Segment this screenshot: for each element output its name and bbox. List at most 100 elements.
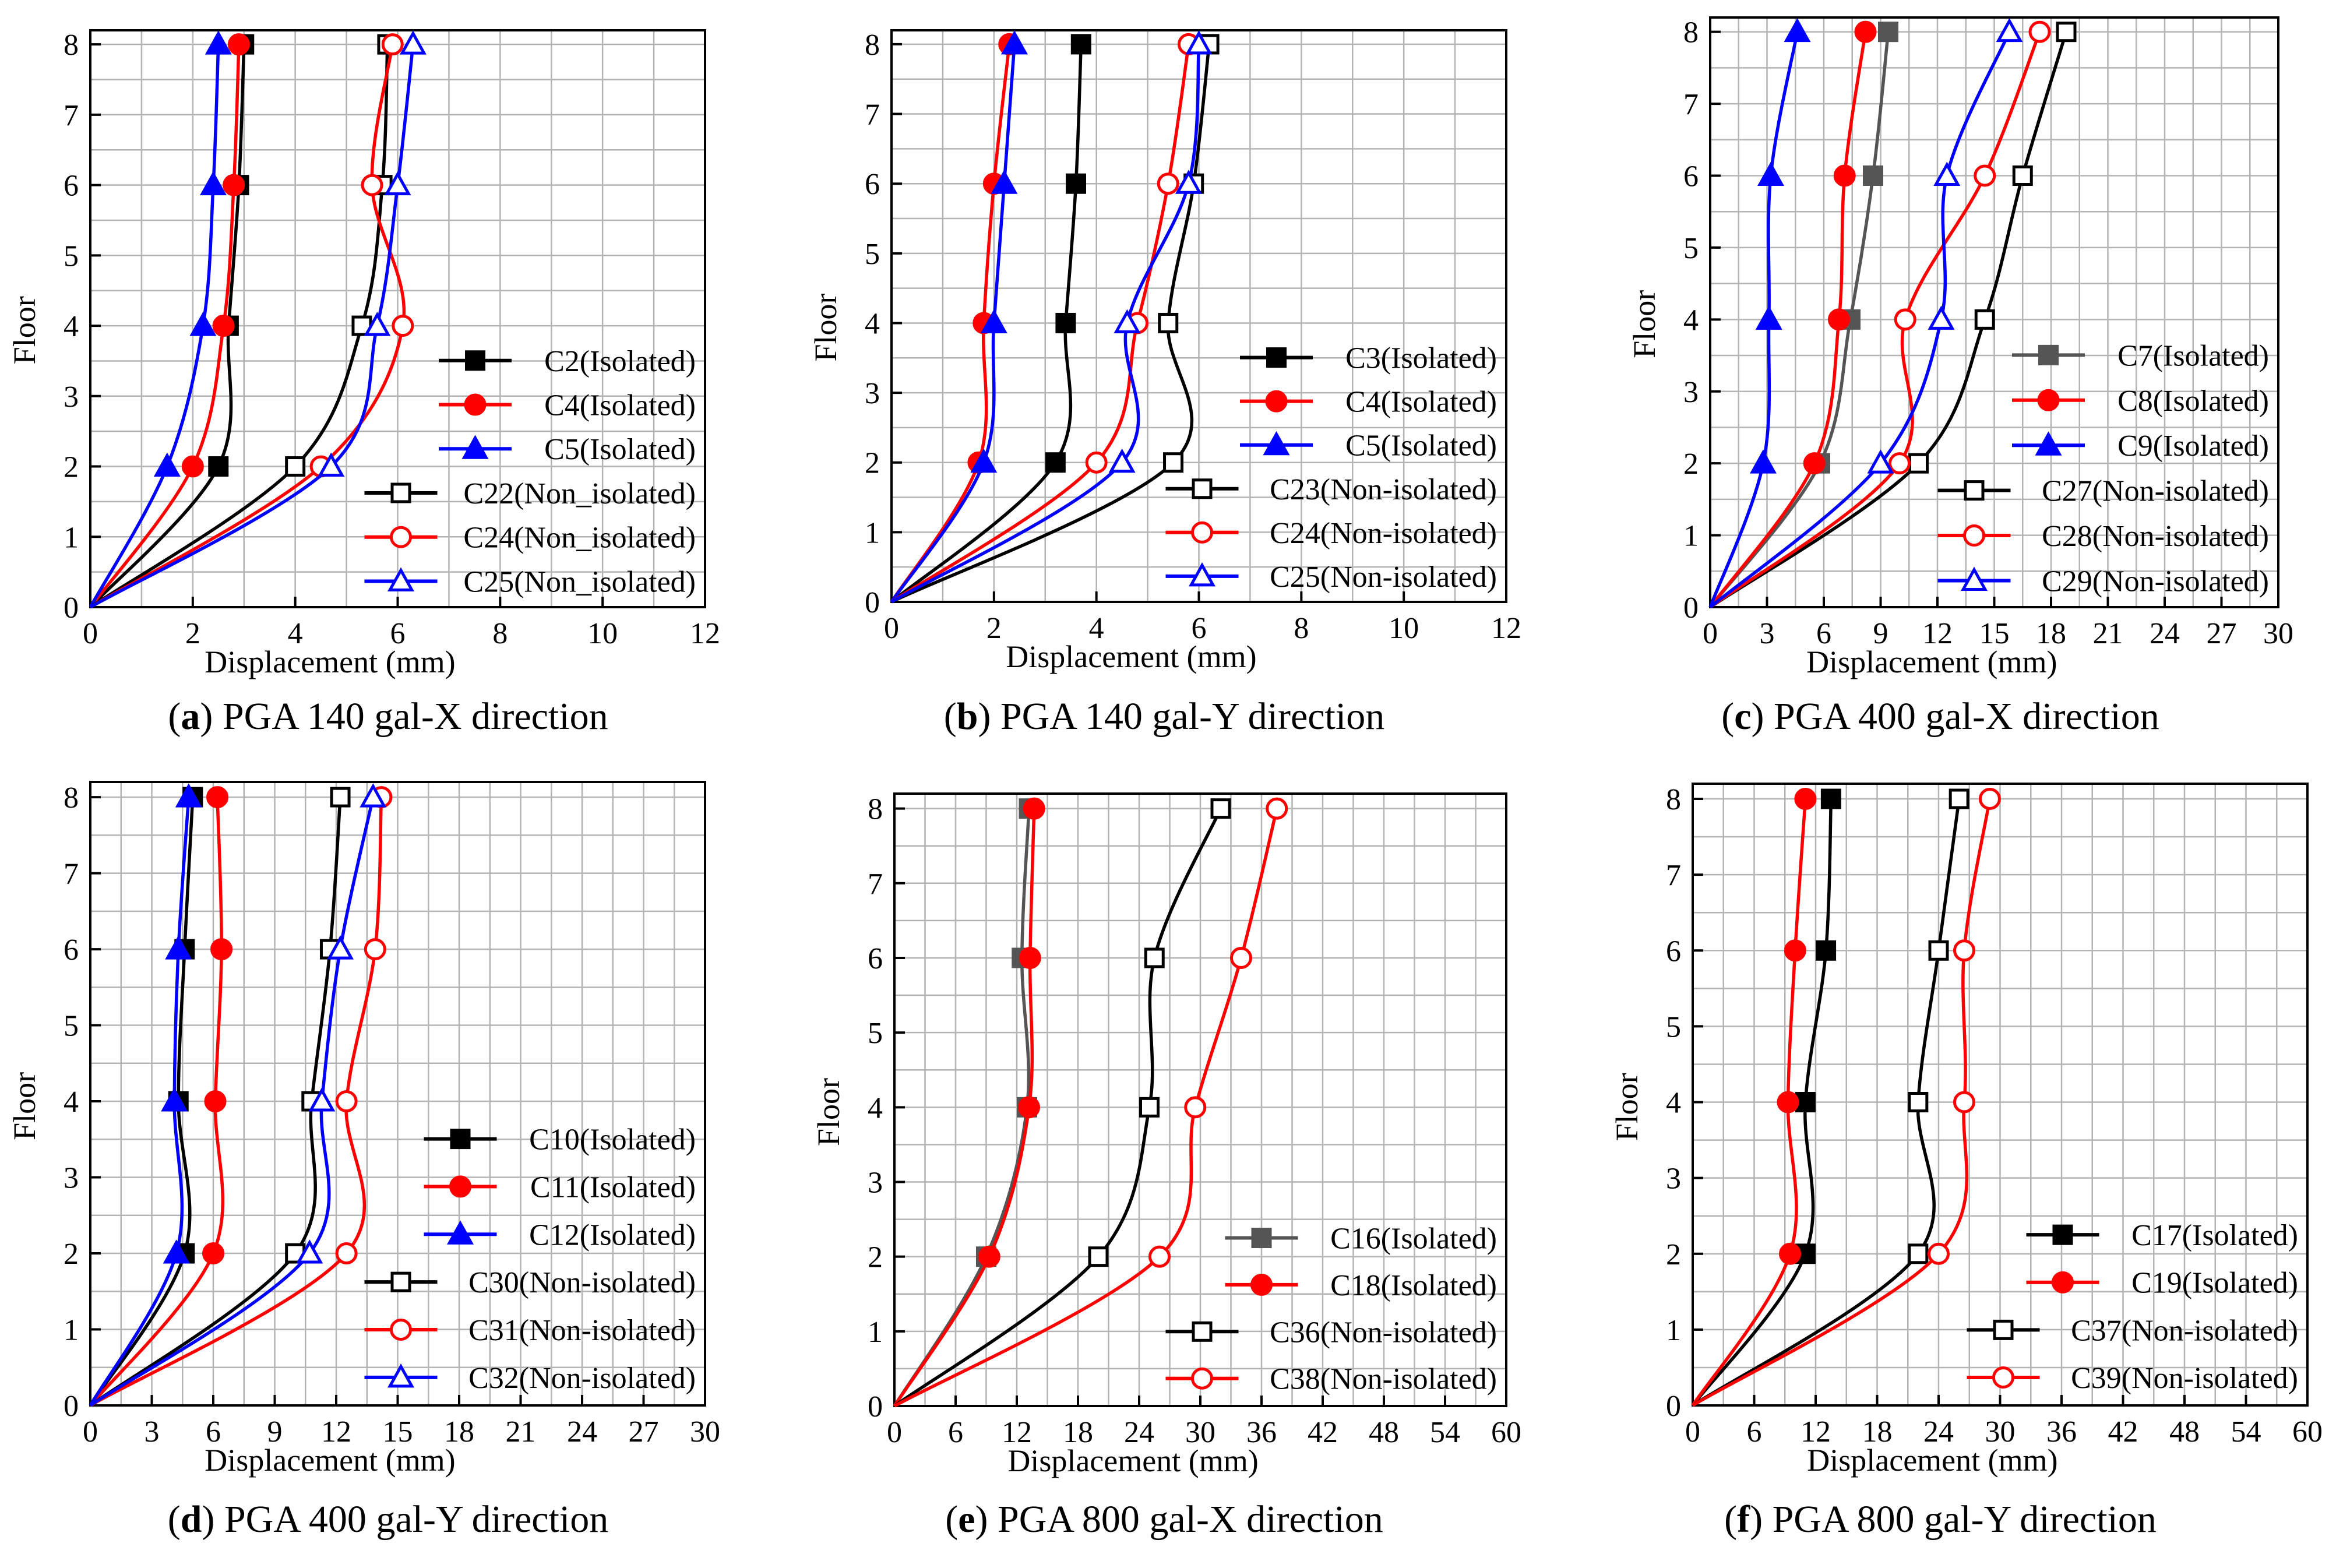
legend-label: C22(Non_isolated) bbox=[463, 477, 696, 510]
y-tick-label: 6 bbox=[1666, 935, 1681, 968]
data-point bbox=[1953, 1091, 1975, 1114]
series-C18(Isolated) bbox=[893, 797, 1045, 1407]
legend: C10(Isolated) C11(Isolated) C12(Isolated) C… bbox=[364, 1123, 696, 1395]
y-tick-label: 8 bbox=[64, 781, 79, 815]
y-tick-label: 0 bbox=[865, 586, 880, 619]
y-tick-label: 5 bbox=[64, 1010, 79, 1043]
x-tick-label: 48 bbox=[1369, 1416, 1399, 1449]
data-point bbox=[1185, 30, 1213, 55]
legend-marker bbox=[465, 350, 485, 371]
data-point bbox=[163, 1239, 190, 1264]
legend-marker bbox=[1992, 1366, 2014, 1389]
x-tick-label: 21 bbox=[2093, 617, 2123, 650]
legend-marker bbox=[1263, 431, 1290, 456]
data-point bbox=[202, 1242, 224, 1265]
series-line bbox=[89, 797, 383, 1407]
legend-marker bbox=[1192, 478, 1213, 499]
x-tick-label: 18 bbox=[1862, 1415, 1893, 1449]
x-tick-label: 54 bbox=[2231, 1415, 2261, 1449]
caption-paren-open: ( bbox=[168, 695, 181, 738]
x-tick-label: 10 bbox=[1389, 612, 1419, 645]
legend-label: C16(Isolated) bbox=[1330, 1222, 1497, 1256]
y-tick-label: 6 bbox=[865, 168, 880, 201]
data-point bbox=[1230, 946, 1252, 969]
legend-label: C24(Non_isolated) bbox=[463, 522, 696, 555]
caption-text: PGA 400 gal-X direction bbox=[1774, 695, 2159, 738]
y-tick-label: 3 bbox=[64, 380, 79, 414]
data-point bbox=[335, 1242, 358, 1265]
data-point bbox=[1949, 788, 1969, 809]
x-tick-label: 48 bbox=[2169, 1415, 2200, 1449]
x-tick-label: 42 bbox=[2108, 1415, 2138, 1449]
series-C5(Isolated) bbox=[890, 30, 1028, 603]
x-tick-label: 2 bbox=[986, 612, 1002, 645]
data-point bbox=[1795, 1092, 1816, 1113]
y-tick-label: 6 bbox=[64, 933, 79, 967]
legend-marker bbox=[447, 1220, 474, 1245]
y-tick-label: 5 bbox=[868, 1017, 883, 1050]
legend-label: C25(Non_isolated) bbox=[463, 565, 696, 598]
data-point bbox=[210, 938, 233, 961]
series-line bbox=[890, 44, 1201, 604]
legend-marker bbox=[449, 1175, 471, 1198]
data-point bbox=[153, 452, 181, 477]
data-point bbox=[227, 33, 250, 56]
series-line bbox=[1692, 798, 1961, 1407]
data-point bbox=[327, 935, 354, 960]
legend-marker bbox=[450, 1129, 471, 1150]
series-C24(Non_isolated) bbox=[89, 33, 414, 609]
x-tick-label: 6 bbox=[390, 617, 406, 650]
legend-marker bbox=[1266, 347, 1287, 368]
x-tick-label: 18 bbox=[1063, 1416, 1093, 1449]
legend-marker bbox=[387, 1363, 414, 1388]
y-axis-label: Floor bbox=[7, 1072, 42, 1140]
legend-marker bbox=[2035, 431, 2062, 456]
series-C3(Isolated) bbox=[890, 34, 1091, 604]
caption-paren-open: ( bbox=[943, 695, 957, 738]
x-tick-label: 18 bbox=[444, 1415, 474, 1449]
x-tick-label: 24 bbox=[567, 1415, 597, 1449]
legend-marker bbox=[2052, 1271, 2074, 1294]
series-C28(Non-isolated) bbox=[1709, 20, 2051, 609]
data-point bbox=[1019, 946, 1041, 969]
x-tick-label: 0 bbox=[884, 612, 899, 645]
data-point bbox=[361, 174, 383, 196]
y-tick-label: 8 bbox=[865, 29, 880, 62]
caption-paren-close: ) bbox=[200, 695, 223, 738]
data-point bbox=[392, 315, 414, 337]
y-tick-label: 8 bbox=[64, 29, 79, 62]
x-tick-label: 60 bbox=[1491, 1416, 1521, 1449]
x-tick-label: 0 bbox=[887, 1416, 902, 1449]
series-C19(Isolated) bbox=[1691, 788, 1817, 1407]
data-point bbox=[1023, 797, 1045, 820]
data-point bbox=[1755, 305, 1782, 330]
x-tick-label: 6 bbox=[948, 1416, 963, 1449]
data-point bbox=[1928, 305, 1955, 330]
x-tick-label: 36 bbox=[1246, 1416, 1277, 1449]
y-tick-label: 7 bbox=[868, 868, 883, 901]
legend-label: C12(Isolated) bbox=[529, 1218, 696, 1252]
y-tick-label: 4 bbox=[1683, 304, 1699, 337]
y-tick-label: 4 bbox=[64, 310, 79, 343]
data-point bbox=[1184, 1096, 1207, 1119]
y-tick-label: 2 bbox=[64, 451, 79, 484]
y-tick-label: 3 bbox=[1666, 1162, 1681, 1196]
y-tick-label: 7 bbox=[64, 858, 79, 891]
data-point bbox=[1088, 1246, 1109, 1267]
data-point bbox=[165, 935, 192, 960]
data-point bbox=[1933, 161, 1961, 186]
data-point bbox=[1854, 20, 1877, 43]
x-tick-label: 24 bbox=[1923, 1415, 1954, 1449]
legend-label: C17(Isolated) bbox=[2131, 1219, 2298, 1252]
caption-f: (f) PGA 800 gal-Y direction bbox=[1552, 1497, 2328, 1542]
y-tick-label: 2 bbox=[1683, 448, 1699, 481]
data-point bbox=[980, 309, 1007, 333]
y-tick-label: 7 bbox=[64, 99, 79, 132]
legend-marker bbox=[2052, 1224, 2073, 1245]
y-tick-label: 8 bbox=[1683, 16, 1699, 50]
y-tick-label: 7 bbox=[865, 98, 880, 132]
x-tick-label: 9 bbox=[267, 1415, 283, 1449]
data-point bbox=[1163, 452, 1184, 473]
data-point bbox=[1175, 170, 1202, 194]
series-C8(Isolated) bbox=[1708, 20, 1877, 608]
